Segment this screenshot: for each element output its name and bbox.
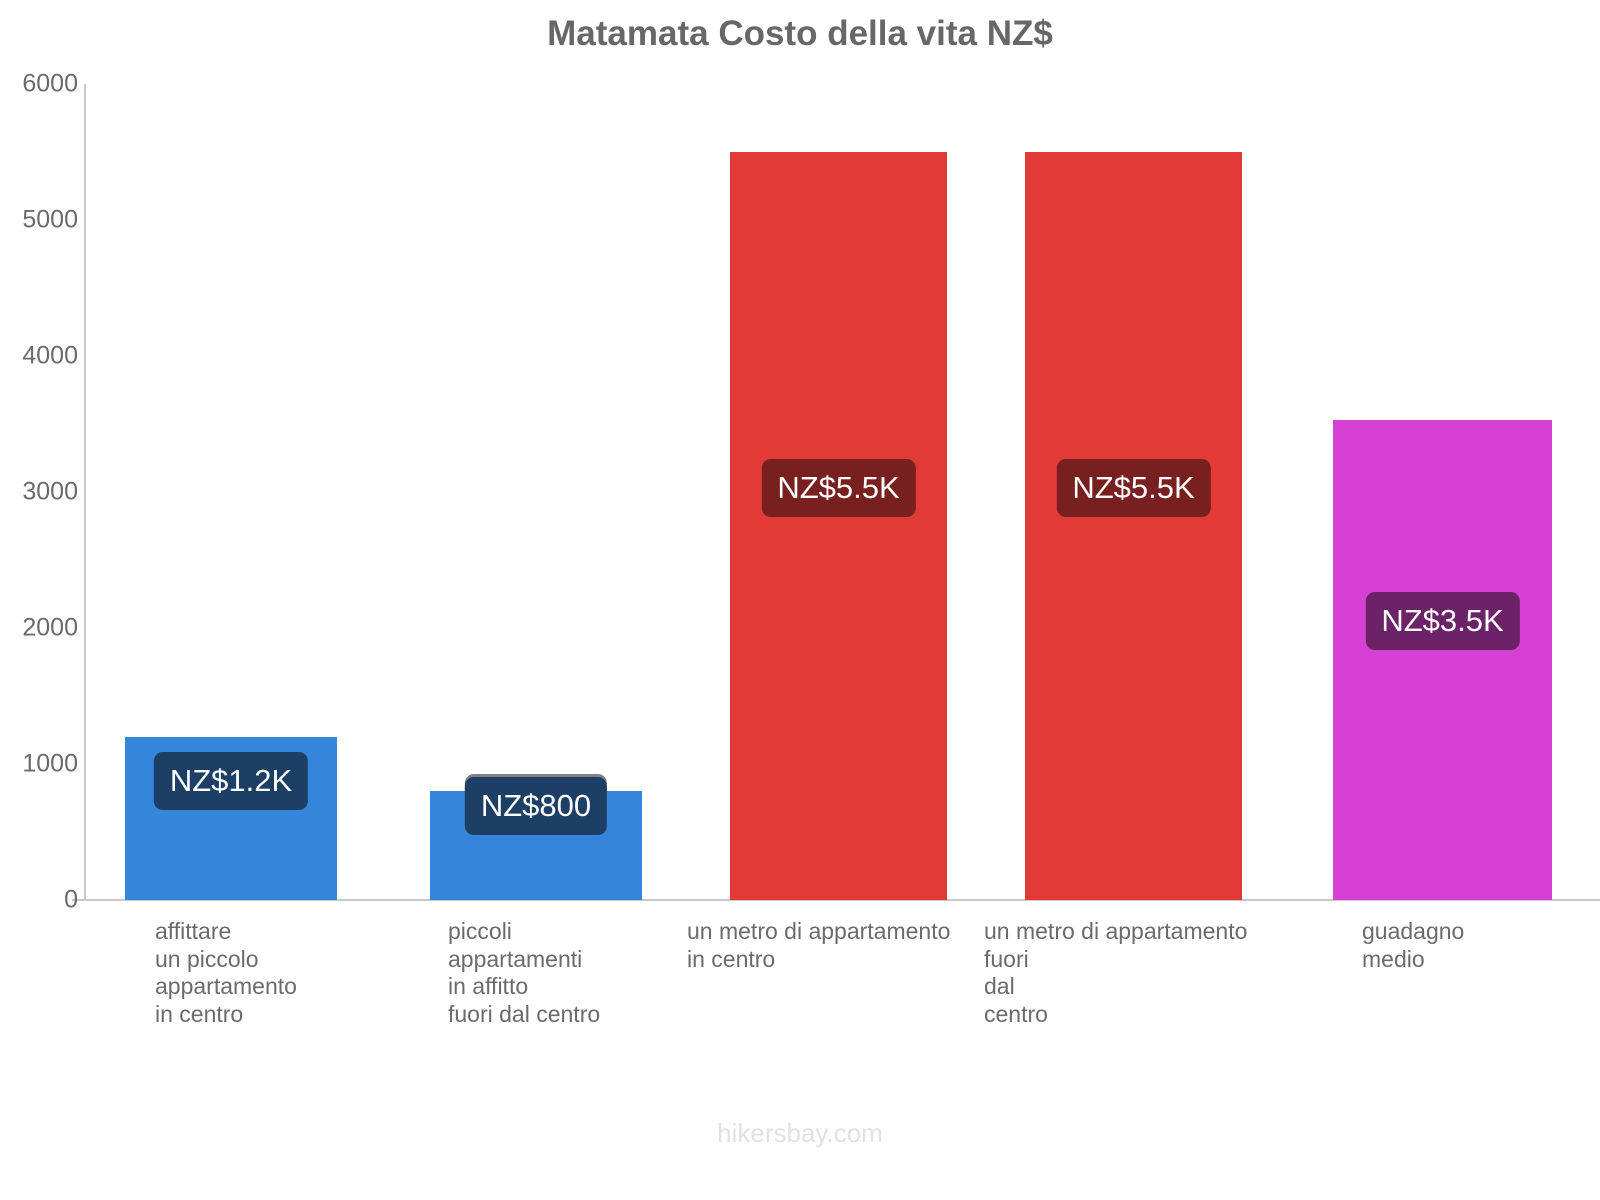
- bar-3[interactable]: [1025, 152, 1242, 900]
- bar-value-label-1: NZ$800: [464, 777, 608, 835]
- chart-title: Matamata Costo della vita NZ$: [547, 14, 1053, 53]
- bar-value-label-2: NZ$5.5K: [761, 459, 916, 517]
- y-axis-tick-4000: 4000: [22, 341, 78, 370]
- x-axis-category-label-0: affittare un piccolo appartamento in cen…: [155, 918, 297, 1027]
- y-axis-tick-3000: 3000: [22, 477, 78, 506]
- watermark-label: hikersbay.com: [717, 1118, 883, 1148]
- x-axis-category-label-4: guadagno medio: [1362, 918, 1465, 972]
- plot-area: [84, 84, 1564, 900]
- y-axis-tick-2000: 2000: [22, 613, 78, 642]
- y-axis-tick-6000: 6000: [22, 69, 78, 98]
- bar-value-label-4: NZ$3.5K: [1365, 592, 1520, 650]
- y-axis-tick-labels: 0 1000 2000 3000 4000 5000 6000: [0, 0, 78, 1200]
- y-axis-tick-1000: 1000: [22, 749, 78, 778]
- y-axis-line: [84, 84, 86, 901]
- y-axis-tick-5000: 5000: [22, 205, 78, 234]
- bar-4[interactable]: [1333, 419, 1552, 900]
- x-axis-category-label-1: piccoli appartamenti in affitto fuori da…: [448, 918, 601, 1027]
- x-axis-category-label-3: un metro di appartamento fuori dal centr…: [984, 918, 1248, 1027]
- bar-2[interactable]: [730, 152, 947, 900]
- y-axis-tick-0: 0: [64, 885, 78, 914]
- x-axis-line: [72, 899, 1600, 901]
- x-axis-category-label-2: un metro di appartamento in centro: [687, 918, 951, 972]
- bar-value-label-0: NZ$1.2K: [153, 752, 309, 810]
- bar-value-label-3: NZ$5.5K: [1056, 459, 1211, 517]
